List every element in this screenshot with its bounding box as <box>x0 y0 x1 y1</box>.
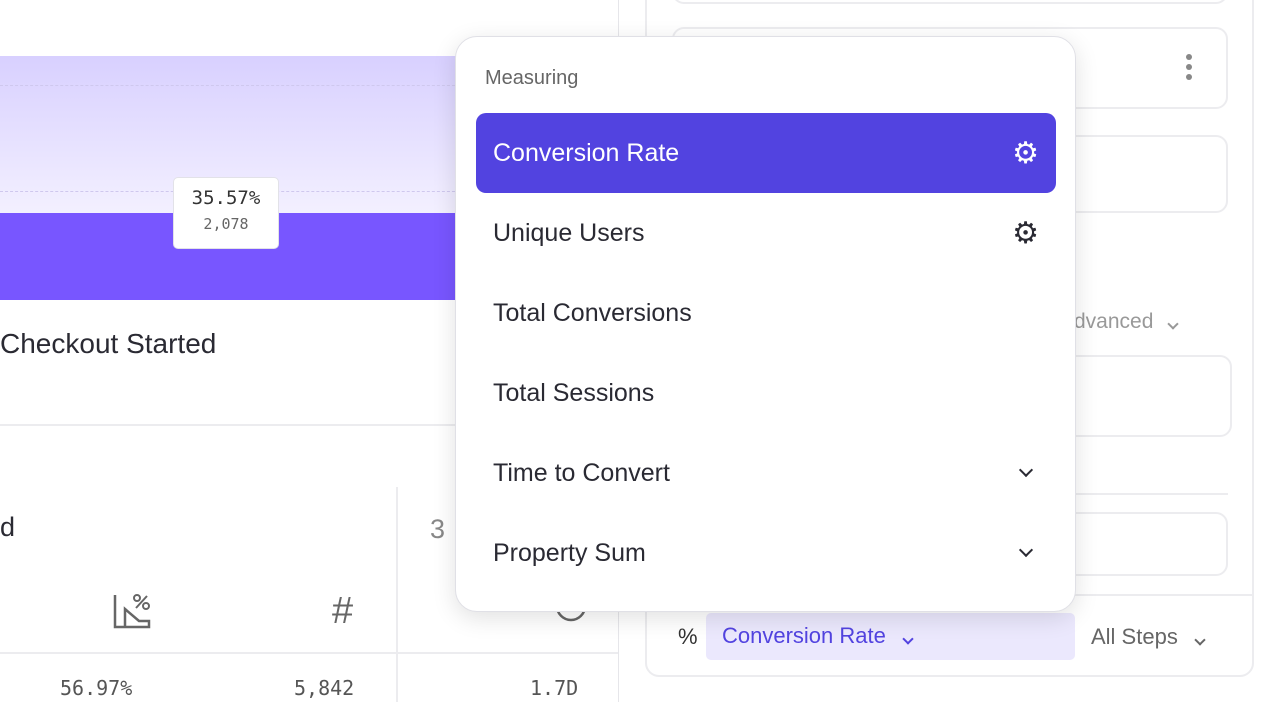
chevron-down-icon <box>1194 634 1206 646</box>
chevron-down-icon[interactable] <box>1018 542 1034 558</box>
table-step-header: d <box>0 512 16 542</box>
step-label: Checkout Started <box>0 328 217 359</box>
measure-select[interactable]: Conversion Rate <box>706 613 1075 660</box>
more-options-icon[interactable] <box>1181 52 1197 88</box>
count-icon: # <box>332 590 354 632</box>
menu-item-label: Unique Users <box>493 218 645 247</box>
gear-icon[interactable]: ⚙ <box>1012 216 1039 250</box>
advanced-label: dvanced <box>1074 310 1154 333</box>
row-conversion-rate: 56.97% <box>60 676 133 700</box>
chevron-down-icon <box>1167 318 1179 330</box>
conversion-rate-icon <box>113 594 151 629</box>
measure-prefix: % <box>678 624 698 649</box>
menu-item-property-sum[interactable]: Property Sum <box>476 513 1056 593</box>
menu-item-label: Total Conversions <box>493 298 692 327</box>
row-count: 5,842 <box>294 676 355 700</box>
row-time: 1.7D <box>530 676 579 700</box>
measuring-dropdown: Measuring Conversion Rate ⚙ Unique Users ⚙… <box>455 36 1076 612</box>
dropdown-header: Measuring <box>485 67 579 89</box>
tooltip-percent: 35.57% <box>191 187 261 209</box>
menu-item-total-conversions[interactable]: Total Conversions <box>476 273 1056 353</box>
steps-select[interactable]: All Steps <box>1091 624 1206 650</box>
menu-item-unique-users[interactable]: Unique Users ⚙ <box>476 193 1056 273</box>
bar-tooltip: 35.57% 2,078 <box>173 177 279 249</box>
chevron-down-icon <box>902 633 914 645</box>
menu-item-label: Conversion Rate <box>493 138 680 167</box>
steps-value: All Steps <box>1091 624 1178 649</box>
menu-item-label: Time to Convert <box>493 458 670 487</box>
menu-item-total-sessions[interactable]: Total Sessions <box>476 353 1056 433</box>
gear-icon[interactable]: ⚙ <box>1012 136 1039 170</box>
menu-item-label: Property Sum <box>493 538 646 567</box>
divider <box>0 424 618 426</box>
menu-item-label: Total Sessions <box>493 378 655 407</box>
divider <box>0 652 618 654</box>
column-divider <box>396 487 398 702</box>
tooltip-count: 2,078 <box>203 215 249 233</box>
measure-value: Conversion Rate <box>722 623 886 648</box>
card <box>672 0 1228 4</box>
chevron-down-icon[interactable] <box>1018 462 1034 478</box>
funnel-chart-panel: 35.57% 2,078 Checkout Started d 3 # 56.9… <box>0 0 619 702</box>
menu-item-conversion-rate[interactable]: Conversion Rate ⚙ <box>476 113 1056 193</box>
menu-item-time-to-convert[interactable]: Time to Convert <box>476 433 1056 513</box>
table-next-step-header: 3 <box>430 514 446 544</box>
gridline <box>0 85 470 86</box>
advanced-toggle[interactable]: dvanced <box>1074 310 1179 334</box>
